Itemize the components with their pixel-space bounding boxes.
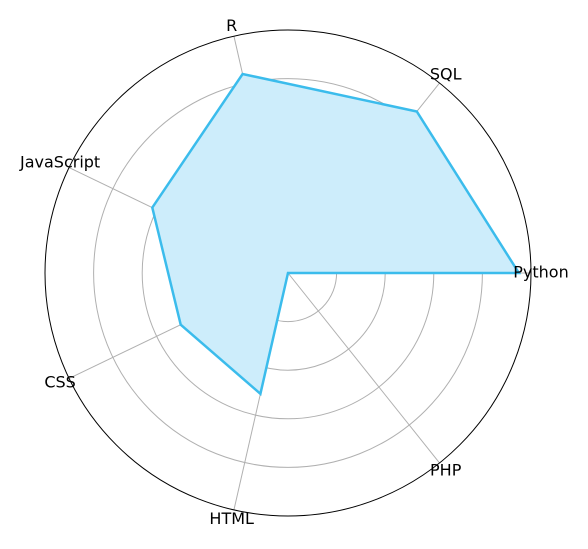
axis-label-php: PHP <box>430 460 462 479</box>
axis-label-r: R <box>226 16 237 35</box>
axis-label-python: Python <box>513 263 568 282</box>
spoke-php <box>287 272 440 464</box>
axis-label-sql: SQL <box>430 65 462 84</box>
outer-ring <box>44 29 532 517</box>
axis-label-html: HTML <box>209 509 254 528</box>
series-area <box>152 74 519 394</box>
axis-label-css: CSS <box>44 372 75 391</box>
radar-series <box>150 72 522 397</box>
series-line <box>150 72 522 397</box>
axis-label-javascript: JavaScript <box>19 153 100 172</box>
axis-labels: Python SQL R JavaScript CSS HTML PHP <box>19 16 569 528</box>
